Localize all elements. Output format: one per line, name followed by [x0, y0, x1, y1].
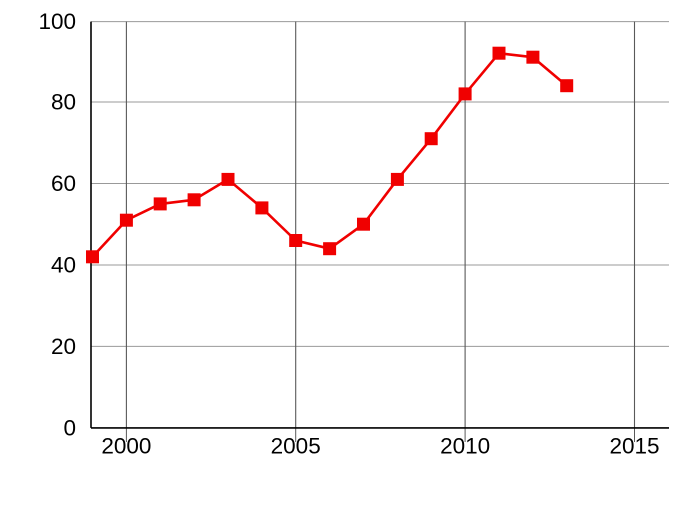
svg-text:2015: 2015 [609, 434, 659, 459]
svg-text:0: 0 [63, 415, 76, 440]
svg-text:2010: 2010 [440, 434, 490, 459]
svg-text:20: 20 [51, 334, 76, 359]
svg-text:40: 40 [51, 253, 76, 278]
svg-text:2005: 2005 [271, 434, 321, 459]
svg-text:60: 60 [51, 171, 76, 196]
svg-text:80: 80 [51, 90, 76, 115]
svg-text:100: 100 [38, 9, 76, 34]
svg-text:2000: 2000 [101, 434, 151, 459]
